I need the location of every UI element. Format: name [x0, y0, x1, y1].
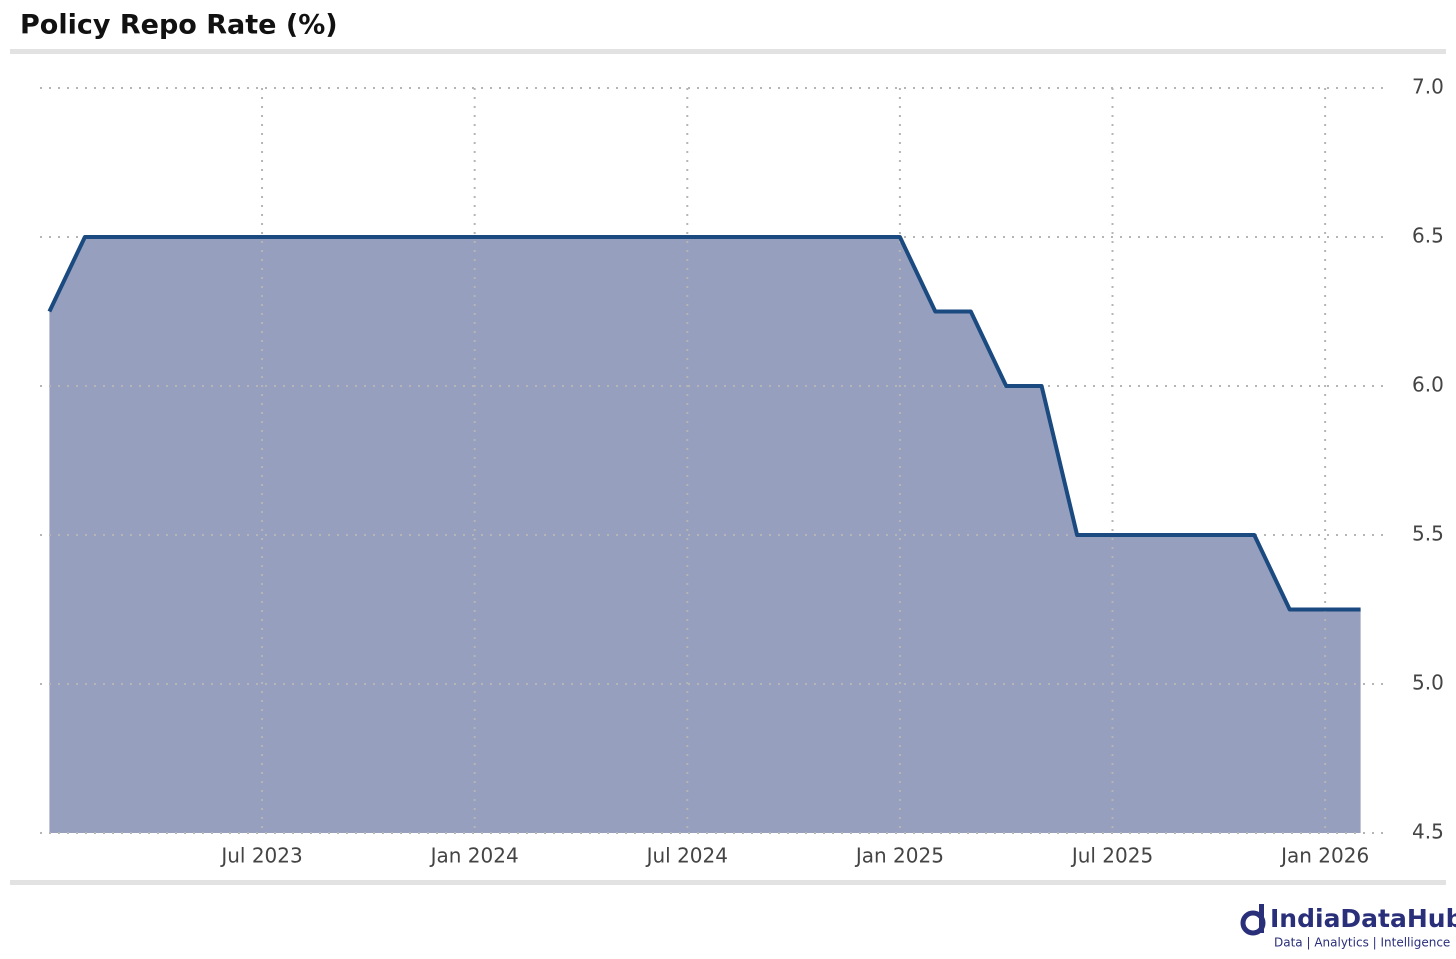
line [47, 235, 1361, 612]
y-tick-label: 7.0 [1412, 75, 1444, 99]
x-tick-label: Jul 2025 [1070, 844, 1153, 868]
footer-rule [10, 880, 1446, 885]
chart-title: Policy Repo Rate (%) [20, 10, 338, 41]
y-tick-label: 6.0 [1412, 373, 1444, 397]
x-tick-label: Jul 2024 [645, 844, 728, 868]
brand-name: IndiaDataHub [1270, 904, 1456, 933]
x-tick-label: Jul 2023 [219, 844, 302, 868]
y-tick-label: 4.5 [1412, 820, 1444, 844]
x-tick-label: Jan 2026 [1279, 844, 1369, 868]
header-rule [10, 49, 1446, 54]
logo-icon-stem [1259, 904, 1264, 933]
y-tick-label: 5.5 [1412, 522, 1444, 546]
x-tick-label: Jan 2024 [429, 844, 519, 868]
brand-tagline: Data | Analytics | Intelligence [1274, 936, 1450, 950]
y-tick-label: 5.0 [1412, 671, 1444, 695]
x-tick-label: Jan 2025 [854, 844, 944, 868]
brand-logo: IndiaDataHub Data | Analytics | Intellig… [1240, 904, 1456, 950]
y-tick-label: 6.5 [1412, 224, 1444, 248]
